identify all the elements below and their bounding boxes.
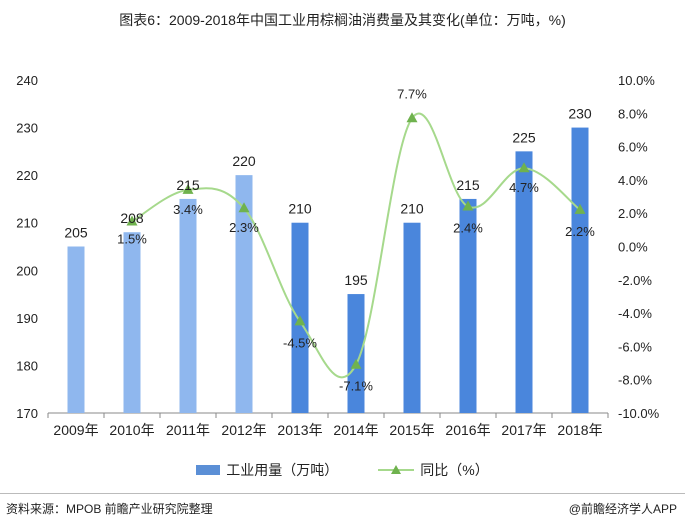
bar-value-label: 195 [344,272,368,288]
bar-2010年 [123,232,141,413]
legend: 工业用量（万吨） 同比（%） [0,458,685,482]
growth-value-label: 2.2% [565,224,595,239]
line-group [126,112,586,379]
x-tick-label: 2010年 [109,422,154,438]
growth-marker [462,200,474,211]
legend-bar-swatch [196,465,221,475]
bar-2016年 [459,198,477,413]
y-right-tick-label: -10.0% [618,406,660,421]
bar-2018年 [571,127,589,414]
x-tick-label: 2014年 [333,422,378,438]
x-tick-label: 2013年 [277,422,322,438]
bar-value-label: 215 [176,177,200,193]
legend-line-label: 同比（%） [420,462,489,478]
growth-value-label: 4.7% [509,180,539,195]
y-left-tick-label: 240 [16,73,38,88]
bars-group [67,127,589,414]
y-left-tick-label: 180 [16,358,38,373]
x-tick-label: 2011年 [166,422,210,438]
y-right-tick-label: 2.0% [618,206,648,221]
growth-value-label: 7.7% [397,86,427,101]
growth-value-label: 2.4% [453,221,483,236]
y-left-tick-label: 220 [16,168,38,183]
bar-2012年 [235,175,253,413]
bar-value-label: 205 [64,225,88,241]
source-note: 资料来源：MPOB 前瞻产业研究院整理 [6,502,213,516]
growth-value-label: 1.5% [117,232,147,247]
growth-marker [238,202,250,213]
bar-2015年 [403,222,421,413]
growth-line [131,112,581,379]
growth-marker [518,162,530,173]
y-right-tick-label: -4.0% [618,306,652,321]
chart-svg: 170 180 190 200 210 220 230 240 -10.0% -8.0% -6.0%… [16,73,659,438]
bar-value-label: 230 [568,106,592,122]
growth-marker [574,203,586,214]
x-tick-label: 2009年 [53,422,98,438]
y-left-tick-label: 210 [16,216,38,231]
footer: 资料来源：MPOB 前瞻产业研究院整理 @前瞻经济学人APP [0,493,685,524]
x-tick-label: 2015年 [389,422,434,438]
bar-value-label: 210 [288,201,312,217]
bar-2014年 [347,294,365,413]
x-tick-label: 2017年 [501,422,546,438]
growth-marker [294,315,306,326]
legend-line-swatch [378,465,415,474]
y-left-tick-label: 190 [16,311,38,326]
growth-marker [406,112,418,123]
y-right-tick-label: 4.0% [618,173,648,188]
y-right-tick-label: 8.0% [618,106,648,121]
growth-value-label: 3.4% [173,202,203,217]
bar-2009年 [67,246,85,413]
y-right-tick-label: -2.0% [618,273,652,288]
chart-title: 图表6：2009-2018年中国工业用棕榈油消费量及其变化(单位：万吨，%) [119,12,566,28]
y-right-tick-label: -6.0% [618,339,652,354]
x-tick-label: 2012年 [221,422,266,438]
growth-value-label: -7.1% [339,379,373,394]
y-right-tick-label: 0.0% [618,240,648,255]
bar-value-label: 210 [400,201,424,217]
y-right-tick-label: 6.0% [618,140,648,155]
y-left-tick-label: 230 [16,121,38,136]
bar-2017年 [515,151,533,413]
bar-value-label: 208 [120,210,144,226]
legend-item-line: 同比（%） [378,460,489,480]
bar-value-label: 220 [232,153,256,169]
growth-marker [350,358,362,369]
bar-value-label: 215 [456,177,480,193]
axes-group: 170 180 190 200 210 220 230 240 -10.0% -8.0% -6.0%… [16,73,659,438]
growth-marker [182,183,194,194]
y-left-tick-label: 200 [16,263,38,278]
y-right-tick-label: -8.0% [618,373,652,388]
growth-marker [126,215,138,226]
legend-bar-label: 工业用量（万吨） [226,462,339,478]
y-left-tick-label: 170 [16,406,38,421]
x-tick-label: 2018年 [557,422,602,438]
bar-2011年 [179,198,197,413]
legend-item-bar: 工业用量（万吨） [196,460,338,480]
bar-value-label: 225 [512,129,536,145]
labels-group: 205 208 215 220 210 195 210 215 225 230 1.5% 3.4% 2.… [64,86,595,393]
brand-note: @前瞻经济学人APP [568,502,677,516]
growth-value-label: 2.3% [229,220,259,235]
growth-value-label: -4.5% [283,335,317,350]
x-tick-label: 2016年 [445,422,490,438]
y-right-tick-label: 10.0% [618,73,655,88]
